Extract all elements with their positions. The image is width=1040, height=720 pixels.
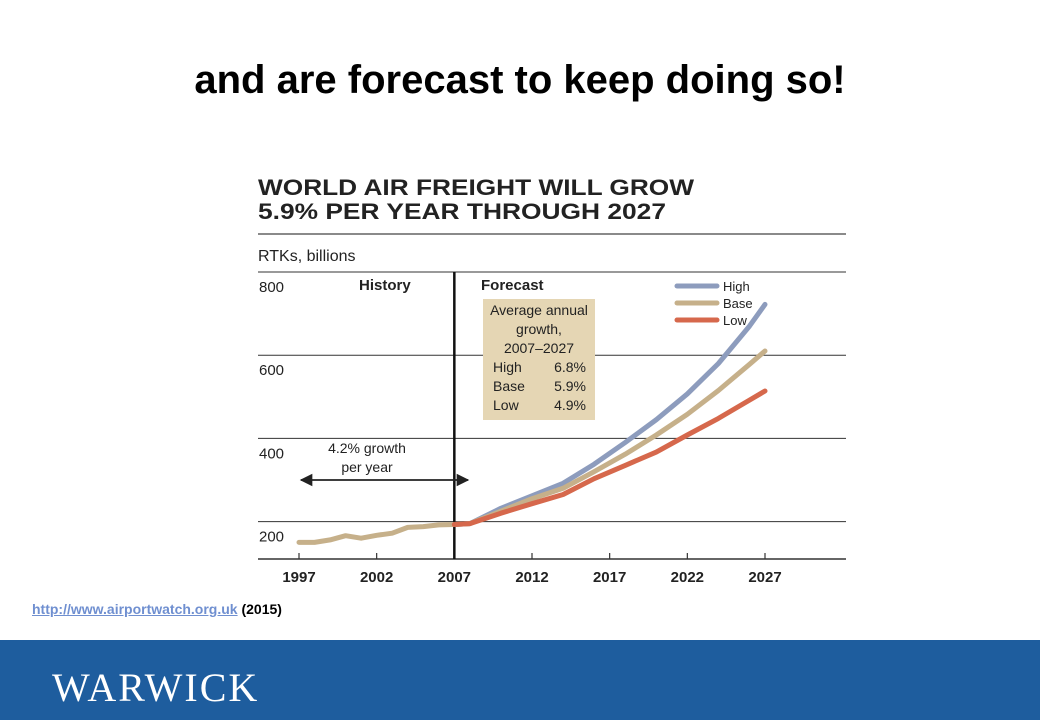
series-line-low [451, 388, 768, 527]
growth-box-line: growth, [516, 321, 562, 337]
y-axis-label: RTKs, billions [258, 248, 356, 265]
growth-box-line: Average annual [490, 302, 588, 318]
growth-box-row-label: Low [493, 397, 520, 413]
legend-label-high: High [723, 279, 750, 294]
history-growth-line: 4.2% growth [328, 440, 406, 456]
growth-box-row-label: Base [493, 378, 525, 394]
x-tick-label: 2007 [438, 569, 471, 586]
y-tick-label: 200 [259, 529, 284, 546]
x-tick-label: 2017 [593, 569, 626, 586]
chart-title-line: WORLD AIR FREIGHT WILL GROW [258, 175, 694, 200]
x-tick-label: 2012 [515, 569, 548, 586]
x-tick-label: 1997 [282, 569, 315, 586]
x-tick-label: 2027 [748, 569, 781, 586]
warwick-logo: WARWICK [52, 665, 260, 710]
source-caption: http://www.airportwatch.org.uk (2015) [32, 601, 282, 617]
growth-box-row-value: 6.8% [554, 359, 586, 375]
growth-box-row-value: 5.9% [554, 378, 586, 394]
y-tick-label: 800 [259, 279, 284, 296]
x-tick-label: 2002 [360, 569, 393, 586]
growth-box-row-value: 4.9% [554, 397, 586, 413]
chart-title-line: 5.9% PER YEAR THROUGH 2027 [258, 199, 666, 224]
history-growth-line: per year [341, 459, 393, 475]
x-tick-label: 2022 [671, 569, 704, 586]
growth-box-line: 2007–2027 [504, 340, 574, 356]
y-tick-label: 400 [259, 445, 284, 462]
slide-title: and are forecast to keep doing so! [194, 58, 846, 102]
legend-label-low: Low [723, 313, 747, 328]
growth-box-row-label: High [493, 359, 522, 375]
legend-label-base: Base [723, 296, 753, 311]
source-year: (2015) [241, 601, 282, 617]
growth-box [483, 299, 595, 420]
history-label: History [359, 277, 411, 294]
footer-bar [0, 640, 1040, 720]
forecast-label: Forecast [481, 277, 544, 294]
y-tick-label: 600 [259, 362, 284, 379]
source-link[interactable]: http://www.airportwatch.org.uk [32, 601, 238, 617]
